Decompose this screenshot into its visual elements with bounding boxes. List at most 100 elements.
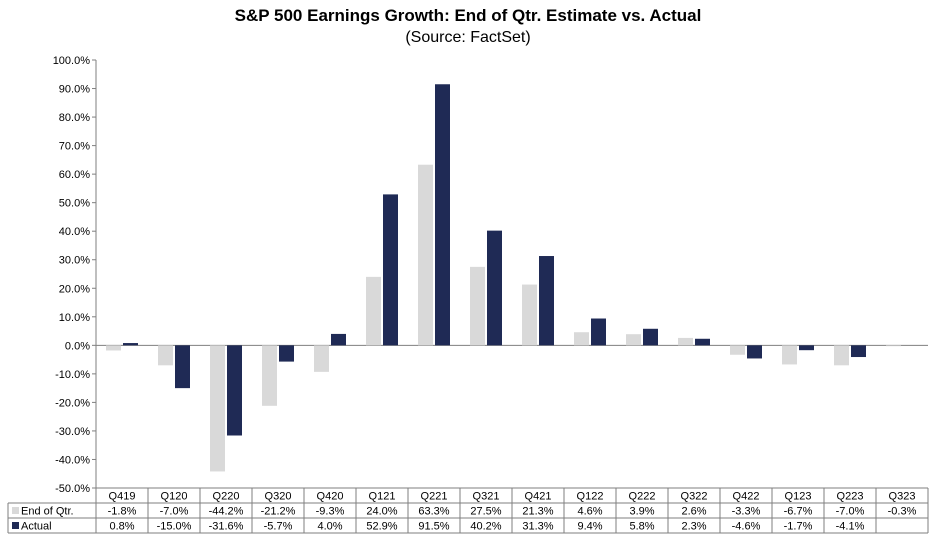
y-tick-label: 0.0% [65, 340, 90, 352]
estimate-bar-q321 [470, 266, 485, 346]
y-tick-label: 80.0% [59, 112, 90, 124]
y-tick-label: 10.0% [59, 312, 90, 324]
data-table-value: -7.0% [160, 506, 189, 518]
data-table-value: 91.5% [418, 521, 449, 533]
data-table-value: 3.9% [629, 506, 654, 518]
y-tick-label: 60.0% [59, 169, 90, 181]
data-table-value: 52.9% [366, 521, 397, 533]
actual-bar-q223 [851, 345, 866, 358]
actual-bar-q419 [123, 343, 138, 346]
estimate-bar-q121 [366, 276, 381, 346]
actual-bar-q421 [539, 256, 554, 346]
estimate-bar-q120 [158, 345, 173, 366]
estimate-bar-q323 [886, 345, 901, 347]
y-tick-label: 40.0% [59, 226, 90, 238]
category-label: Q221 [421, 491, 448, 503]
data-table-value: 5.8% [629, 521, 654, 533]
actual-bar-q321 [487, 230, 502, 346]
data-table-value: -3.3% [732, 506, 761, 518]
y-tick-label: -30.0% [55, 426, 90, 438]
estimate-bar-q421 [522, 284, 537, 346]
y-tick-label: -20.0% [55, 397, 90, 409]
data-table-value: -15.0% [157, 521, 192, 533]
legend-label: Actual [21, 521, 52, 533]
data-table-value: 31.3% [522, 521, 553, 533]
estimate-bar-q222 [626, 334, 641, 346]
y-tick-label: 50.0% [59, 198, 90, 210]
data-table-value: 2.3% [681, 521, 706, 533]
estimate-bar-q122 [574, 332, 589, 346]
data-table-value: -6.7% [784, 506, 813, 518]
y-tick-label: -10.0% [55, 369, 90, 381]
data-table-value: 4.0% [317, 521, 342, 533]
legend-swatch [12, 507, 19, 514]
data-table-value: 2.6% [681, 506, 706, 518]
data-table-value: 21.3% [522, 506, 553, 518]
data-table-value: 24.0% [366, 506, 397, 518]
actual-bar-q420 [331, 333, 346, 346]
data-table-value: -4.6% [732, 521, 761, 533]
data-table-value: -7.0% [836, 506, 865, 518]
data-table-value: -1.8% [108, 506, 137, 518]
chart-title: S&P 500 Earnings Growth: End of Qtr. Est… [234, 6, 702, 25]
category-label: Q122 [577, 491, 604, 503]
data-table-value: -0.3% [888, 506, 917, 518]
category-label: Q222 [629, 491, 656, 503]
y-tick-label: 30.0% [59, 255, 90, 267]
category-label: Q323 [889, 491, 916, 503]
category-label: Q322 [681, 491, 708, 503]
estimate-bar-q221 [418, 164, 433, 346]
actual-bar-q422 [747, 345, 762, 359]
data-table-value: -44.2% [209, 506, 244, 518]
category-label: Q321 [473, 491, 500, 503]
y-tick-label: 70.0% [59, 141, 90, 153]
category-label: Q421 [525, 491, 552, 503]
chart-subtitle: (Source: FactSet) [405, 29, 531, 46]
category-label: Q120 [161, 491, 188, 503]
category-label: Q320 [265, 491, 292, 503]
data-table-value: -4.1% [836, 521, 865, 533]
estimate-bar-q422 [730, 345, 745, 355]
data-table-value: -31.6% [209, 521, 244, 533]
estimate-bar-q420 [314, 345, 329, 372]
estimate-bar-q419 [106, 345, 121, 351]
category-label: Q121 [369, 491, 396, 503]
category-label: Q220 [213, 491, 240, 503]
actual-bar-q122 [591, 318, 606, 346]
category-label: Q422 [733, 491, 760, 503]
actual-bar-q320 [279, 345, 294, 362]
category-label: Q123 [785, 491, 812, 503]
data-table-value: 63.3% [418, 506, 449, 518]
actual-bar-q123 [799, 345, 814, 351]
data-table-value: -5.7% [264, 521, 293, 533]
y-tick-label: 90.0% [59, 84, 90, 96]
data-table-value: 0.8% [109, 521, 134, 533]
actual-bar-q222 [643, 328, 658, 346]
actual-bar-q220 [227, 345, 242, 436]
data-table-value: -21.2% [261, 506, 296, 518]
category-label: Q419 [109, 491, 136, 503]
data-table-value: 40.2% [470, 521, 501, 533]
actual-bar-q221 [435, 84, 450, 346]
data-table-value: -9.3% [316, 506, 345, 518]
y-tick-label: -40.0% [55, 454, 90, 466]
y-tick-label: 20.0% [59, 283, 90, 295]
y-tick-label: -50.0% [55, 483, 90, 495]
estimate-bar-q223 [834, 345, 849, 366]
estimate-bar-q320 [262, 345, 277, 406]
actual-bar-q322 [695, 338, 710, 346]
estimate-bar-q220 [210, 345, 225, 472]
actual-bar-q121 [383, 194, 398, 346]
legend-swatch [12, 522, 19, 529]
data-table-value: -1.7% [784, 521, 813, 533]
legend-label: End of Qtr. [21, 506, 74, 518]
estimate-bar-q123 [782, 345, 797, 365]
data-table-value: 4.6% [577, 506, 602, 518]
y-tick-label: 100.0% [53, 55, 91, 67]
category-label: Q223 [837, 491, 864, 503]
estimate-bar-q322 [678, 337, 693, 346]
data-table-value: 27.5% [470, 506, 501, 518]
data-table-value: 9.4% [577, 521, 602, 533]
